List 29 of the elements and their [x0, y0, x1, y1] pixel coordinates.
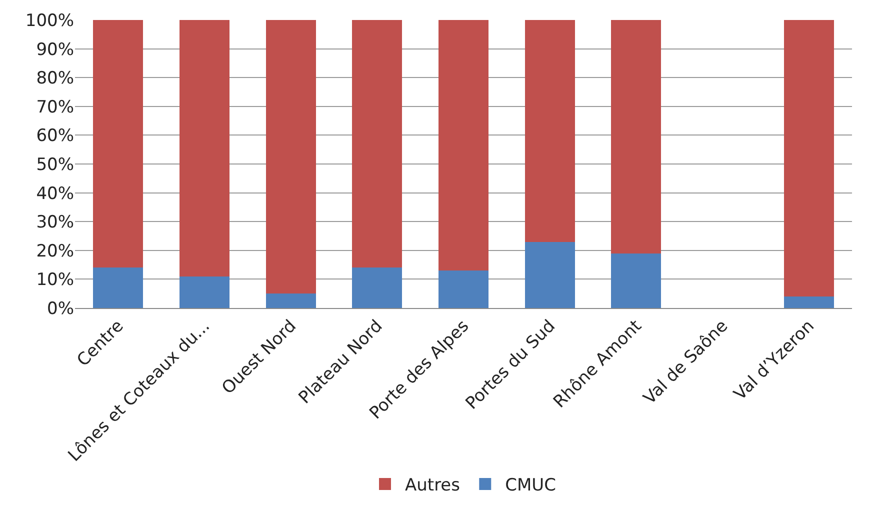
y-tick-label: 60%: [36, 126, 74, 146]
y-tick-label: 10%: [36, 270, 74, 290]
y-tick-label: 0%: [47, 298, 74, 319]
bar: [266, 20, 316, 294]
y-tick-label: 50%: [36, 154, 74, 175]
legend-label: CMUC: [505, 476, 556, 496]
bar: [524, 20, 575, 242]
bar: [93, 268, 144, 308]
bar: [611, 253, 662, 308]
legend-label: Autres: [405, 476, 460, 496]
y-tick-label: 30%: [36, 212, 74, 233]
y-tick-label: 20%: [36, 241, 74, 262]
bar: [179, 20, 230, 276]
bar: [611, 20, 662, 254]
bar: [266, 294, 316, 308]
bar: [524, 242, 575, 308]
bar: [438, 270, 489, 308]
bar: [93, 20, 144, 268]
y-tick-label: 70%: [36, 97, 74, 118]
bar: [784, 20, 834, 296]
y-tick-label: 80%: [36, 68, 74, 89]
bar: [352, 20, 402, 268]
bar: [438, 20, 489, 271]
y-tick-label: 40%: [36, 184, 74, 204]
bar: [352, 268, 402, 308]
bar: [179, 276, 230, 308]
bar: [784, 296, 834, 308]
y-tick-label: 100%: [25, 10, 74, 31]
y-tick-label: 90%: [36, 40, 74, 60]
